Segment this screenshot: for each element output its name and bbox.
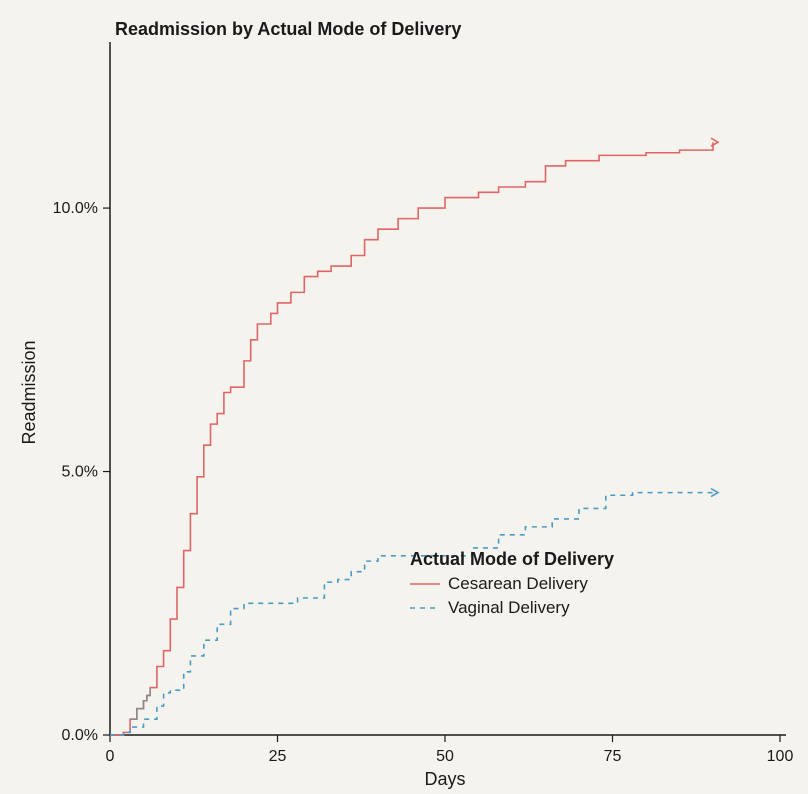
y-axis-label: Readmission <box>19 340 39 444</box>
y-tick-label: 0.0% <box>62 727 98 744</box>
chart-svg: Readmission by Actual Mode of Delivery 0… <box>0 0 808 794</box>
x-tick-label: 75 <box>604 748 622 765</box>
chart-title: Readmission by Actual Mode of Delivery <box>115 19 461 39</box>
y-tick-label: 5.0% <box>62 464 98 481</box>
x-tick-label: 50 <box>436 748 454 765</box>
x-tick-label: 100 <box>767 748 794 765</box>
x-tick-label: 25 <box>269 748 287 765</box>
chart-container: Readmission by Actual Mode of Delivery 0… <box>0 0 808 794</box>
legend-label: Cesarean Delivery <box>448 574 588 593</box>
x-axis-label: Days <box>424 769 465 789</box>
legend-title: Actual Mode of Delivery <box>410 549 614 569</box>
x-tick-label: 0 <box>106 748 115 765</box>
chart-background <box>0 0 808 794</box>
legend-label: Vaginal Delivery <box>448 598 570 617</box>
y-tick-label: 10.0% <box>53 200 98 217</box>
